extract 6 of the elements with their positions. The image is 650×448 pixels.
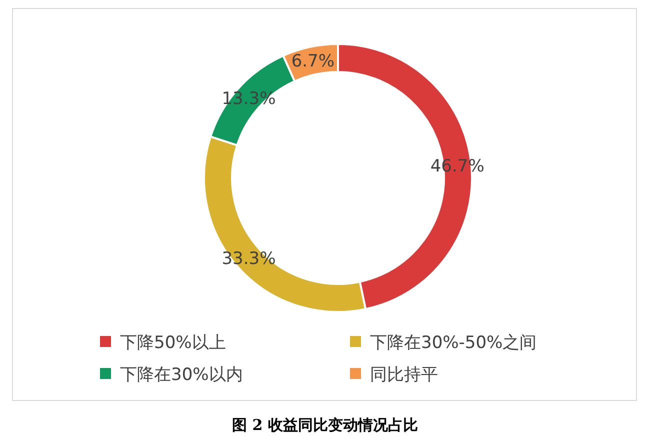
- legend-label: 同比持平: [370, 365, 438, 385]
- legend-label: 下降在30%-50%之间: [370, 333, 537, 353]
- text: 图 2 收益同比变动情况占比: [232, 416, 418, 434]
- legend-label: 下降在30%以内: [120, 365, 243, 385]
- data-label: 6.7%: [291, 52, 335, 72]
- legend-label: 下降50%以上: [120, 333, 226, 353]
